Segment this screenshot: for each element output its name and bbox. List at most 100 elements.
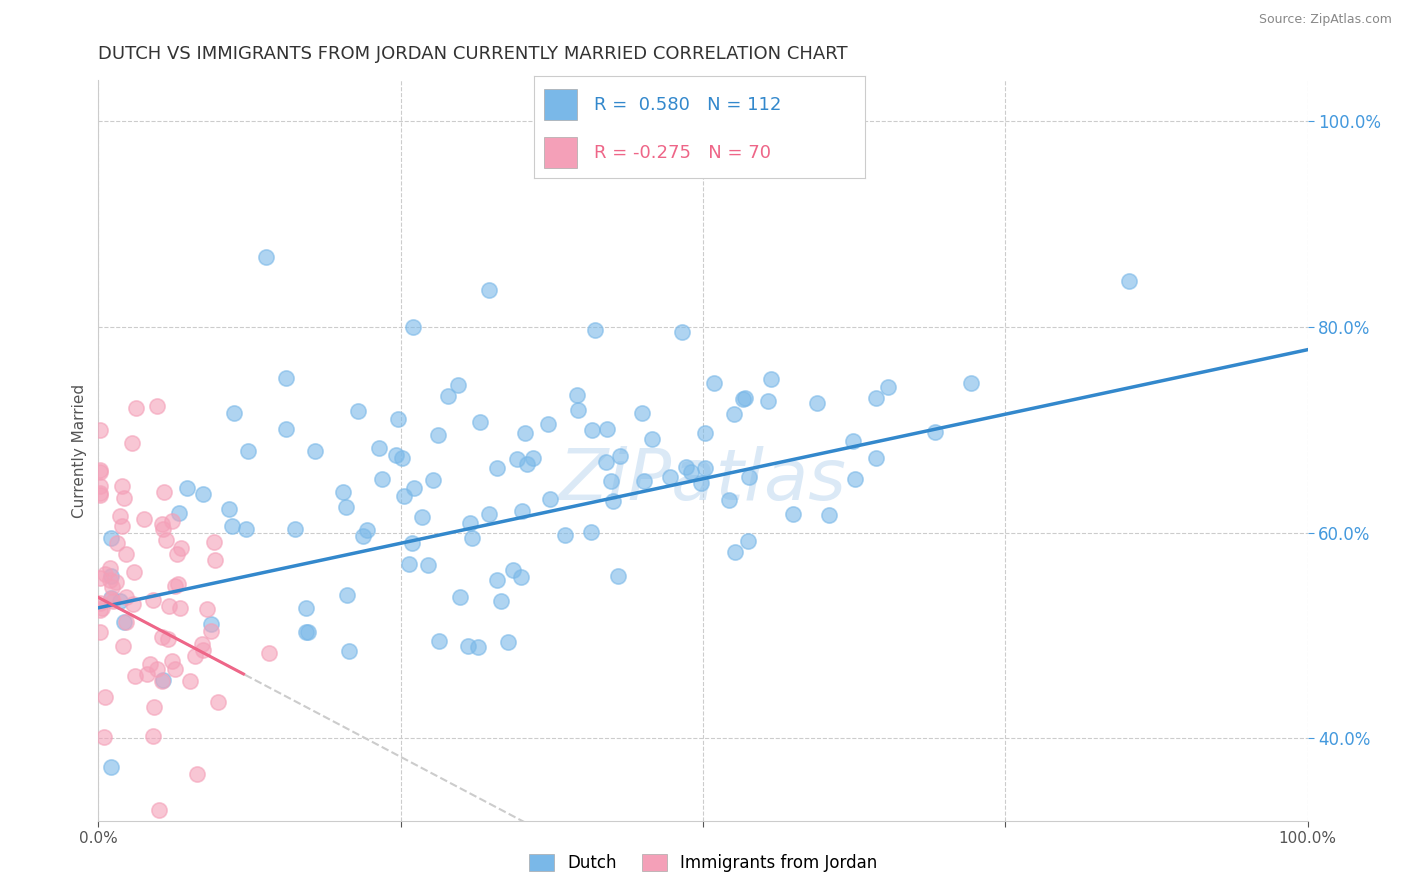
Point: [416, 558, 439, 572]
Point: [89, 465, 111, 479]
Point: [195, 602, 218, 616]
Point: [152, 673, 174, 687]
Point: [121, 597, 143, 611]
Point: [352, 529, 374, 543]
Point: [447, 377, 470, 392]
Point: [347, 403, 370, 417]
Point: [100, 591, 122, 606]
Point: [449, 590, 471, 604]
Point: [675, 459, 697, 474]
Text: ZiPatlas: ZiPatlas: [560, 446, 846, 515]
Point: [398, 557, 420, 571]
Point: [595, 455, 617, 469]
Point: [204, 553, 226, 567]
Point: [467, 640, 489, 654]
Point: [470, 415, 492, 429]
Point: [169, 600, 191, 615]
Point: [110, 519, 132, 533]
Point: [718, 493, 741, 508]
Point: [100, 569, 122, 583]
Point: [257, 646, 280, 660]
Text: R = -0.275   N = 70: R = -0.275 N = 70: [593, 144, 770, 161]
Point: [723, 545, 745, 559]
Point: [93, 567, 115, 582]
Point: [633, 474, 655, 488]
Point: [502, 563, 524, 577]
Point: [734, 391, 756, 405]
Point: [89, 571, 111, 585]
Point: [121, 435, 143, 450]
Point: [136, 667, 159, 681]
Point: [202, 534, 225, 549]
Point: [607, 569, 630, 583]
Point: [402, 320, 425, 334]
Point: [842, 434, 865, 448]
Point: [602, 494, 624, 508]
Point: [960, 376, 983, 390]
Text: DUTCH VS IMMIGRANTS FROM JORDAN CURRENTLY MARRIED CORRELATION CHART: DUTCH VS IMMIGRANTS FROM JORDAN CURRENTL…: [98, 45, 848, 63]
Point: [100, 591, 122, 606]
Point: [336, 588, 359, 602]
Point: [191, 643, 214, 657]
Point: [176, 481, 198, 495]
Point: [141, 729, 163, 743]
Point: [496, 634, 519, 648]
Point: [391, 450, 413, 465]
Point: [89, 423, 111, 437]
Point: [599, 474, 621, 488]
Point: [90, 601, 112, 615]
Point: [89, 462, 111, 476]
Point: [579, 525, 602, 540]
Point: [536, 417, 558, 432]
Point: [659, 470, 682, 484]
Point: [112, 491, 135, 506]
Point: [485, 461, 508, 475]
Point: [1118, 274, 1140, 288]
Point: [491, 594, 513, 608]
Point: [235, 522, 257, 536]
Point: [703, 376, 725, 390]
Point: [108, 508, 131, 523]
Point: [583, 323, 606, 337]
Point: [156, 632, 179, 646]
Point: [276, 422, 298, 436]
Point: [506, 451, 529, 466]
Point: [609, 449, 631, 463]
Point: [100, 531, 122, 545]
Point: [207, 695, 229, 709]
Point: [401, 536, 423, 550]
Point: [238, 443, 260, 458]
Point: [150, 673, 173, 688]
FancyBboxPatch shape: [544, 89, 578, 120]
Y-axis label: Currently Married: Currently Married: [72, 384, 87, 517]
Point: [356, 524, 378, 538]
Point: [516, 457, 538, 471]
Point: [167, 577, 190, 591]
Point: [89, 488, 111, 502]
Point: [134, 512, 156, 526]
Point: [276, 371, 298, 385]
Point: [89, 602, 111, 616]
Point: [478, 507, 501, 521]
Point: [385, 449, 408, 463]
Text: Source: ZipAtlas.com: Source: ZipAtlas.com: [1258, 13, 1392, 27]
Point: [186, 767, 208, 781]
Point: [124, 669, 146, 683]
Point: [122, 566, 145, 580]
Point: [693, 460, 716, 475]
Point: [538, 491, 561, 506]
Point: [284, 522, 307, 536]
Point: [596, 422, 619, 436]
Point: [155, 533, 177, 547]
Point: [200, 624, 222, 639]
Point: [554, 528, 576, 542]
Point: [108, 594, 131, 608]
Point: [160, 514, 183, 528]
Point: [98, 561, 121, 575]
Point: [368, 442, 391, 456]
FancyBboxPatch shape: [544, 137, 578, 168]
Point: [148, 803, 170, 817]
Point: [486, 574, 509, 588]
Point: [876, 380, 898, 394]
Point: [581, 423, 603, 437]
